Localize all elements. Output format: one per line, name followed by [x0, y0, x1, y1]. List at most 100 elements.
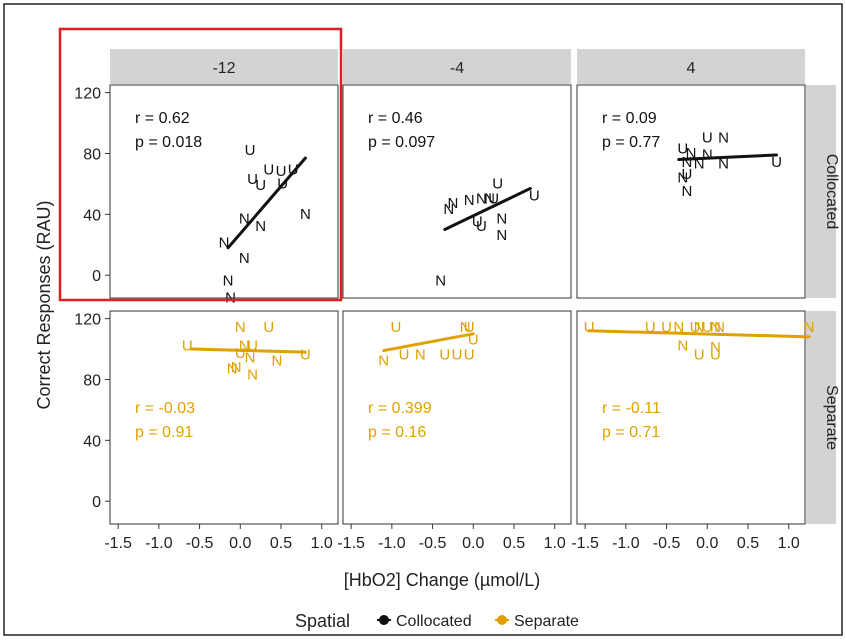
- correlation-r-label: r = 0.62: [135, 110, 190, 127]
- data-point: N: [694, 156, 705, 173]
- data-point: N: [239, 250, 250, 267]
- data-point: N: [673, 319, 684, 336]
- data-point: U: [263, 319, 274, 336]
- data-point: N: [223, 273, 234, 290]
- data-point: N: [682, 154, 693, 171]
- y-tick-label: 40: [83, 433, 101, 450]
- y-tick-label: 0: [92, 494, 101, 511]
- data-point: N: [247, 366, 258, 383]
- data-point: U: [492, 175, 503, 192]
- data-point: U: [235, 345, 246, 362]
- facet-panel: [342, 310, 572, 525]
- column-strip: [343, 49, 571, 84]
- correlation-p-label: p = 0.097: [368, 134, 435, 151]
- correlation-p-label: p = 0.16: [368, 424, 426, 441]
- data-point: N: [718, 130, 729, 147]
- regression-line: [677, 153, 778, 162]
- x-tick-label: 0.5: [270, 535, 292, 552]
- correlation-p-label: p = 0.018: [135, 134, 202, 151]
- x-tick-label: -1.0: [612, 535, 640, 552]
- legend-label: Collocated: [396, 613, 472, 630]
- data-point: U: [399, 347, 410, 364]
- data-point: N: [677, 169, 688, 186]
- row-strip: [806, 85, 836, 298]
- data-point: U: [277, 175, 288, 192]
- correlation-p-label: p = 0.71: [602, 424, 660, 441]
- data-point: N: [686, 145, 697, 162]
- x-tick-label: 1.0: [544, 535, 566, 552]
- x-tick-label: -1.0: [145, 535, 173, 552]
- correlation-r-label: r = 0.09: [602, 110, 657, 127]
- data-point: N: [682, 183, 693, 200]
- data-point: U: [452, 347, 463, 364]
- facet-panel: [109, 84, 339, 299]
- data-point: U: [584, 319, 595, 336]
- data-point: U: [702, 130, 713, 147]
- data-point: N: [460, 319, 471, 336]
- data-point: N: [435, 273, 446, 290]
- data-point: N: [255, 218, 266, 235]
- data-point: U: [464, 347, 475, 364]
- data-point: U: [472, 213, 483, 230]
- data-point: N: [714, 319, 725, 336]
- y-tick-label: 0: [92, 268, 101, 285]
- row-strip-label: Separate: [823, 385, 840, 450]
- data-point: N: [464, 192, 475, 209]
- x-tick-label: 0.0: [696, 535, 718, 552]
- correlation-r-label: r = -0.03: [135, 400, 195, 417]
- data-point: N: [245, 350, 256, 367]
- data-point: N: [804, 319, 815, 336]
- data-point: U: [488, 191, 499, 208]
- x-tick-label: 1.0: [311, 535, 333, 552]
- highlight-box: [58, 27, 343, 302]
- data-point: U: [529, 188, 540, 205]
- column-strip: [110, 49, 338, 84]
- x-tick-label: -0.5: [419, 535, 447, 552]
- data-point: U: [288, 162, 299, 179]
- facet-panel: [576, 84, 806, 299]
- data-point: U: [694, 347, 705, 364]
- y-axis-title: Correct Responses (RAU): [34, 200, 54, 409]
- regression-line: [226, 156, 307, 250]
- data-point: N: [448, 195, 459, 212]
- legend-title: Spatial: [295, 611, 350, 631]
- data-point: U: [690, 319, 701, 336]
- y-tick-label: 80: [83, 146, 101, 163]
- x-tick-label: 0.0: [229, 535, 251, 552]
- data-point: N: [239, 337, 250, 354]
- data-point: U: [710, 347, 721, 364]
- data-point: N: [239, 210, 250, 227]
- data-point: U: [677, 140, 688, 157]
- correlation-p-label: p = 0.77: [602, 134, 660, 151]
- y-tick-label: 120: [74, 312, 101, 329]
- data-point: N: [718, 156, 729, 173]
- x-tick-label: 0.5: [737, 535, 759, 552]
- data-point: U: [391, 319, 402, 336]
- data-point: U: [247, 171, 258, 188]
- data-point: N: [484, 191, 495, 208]
- data-point: N: [227, 360, 238, 377]
- legend-label: Separate: [514, 613, 579, 630]
- regression-line: [382, 332, 475, 353]
- facet-panel: [576, 310, 806, 525]
- data-point: U: [255, 177, 266, 194]
- x-tick-label: 0.0: [462, 535, 484, 552]
- correlation-p-label: p = 0.91: [135, 424, 193, 441]
- data-point: U: [182, 337, 193, 354]
- data-point: N: [225, 289, 236, 306]
- data-point: N: [677, 337, 688, 354]
- x-tick-label: 1.0: [778, 535, 800, 552]
- data-point: U: [661, 319, 672, 336]
- correlation-r-label: r = -0.11: [602, 400, 661, 417]
- data-point: U: [468, 331, 479, 348]
- data-point: U: [245, 142, 256, 159]
- column-strip-label: 4: [687, 60, 696, 77]
- y-tick-label: 80: [83, 372, 101, 389]
- data-point: N: [443, 201, 454, 218]
- correlation-r-label: r = 0.46: [368, 110, 423, 127]
- data-point: U: [682, 166, 693, 183]
- data-point: N: [710, 339, 721, 356]
- facet-panel: [342, 84, 572, 299]
